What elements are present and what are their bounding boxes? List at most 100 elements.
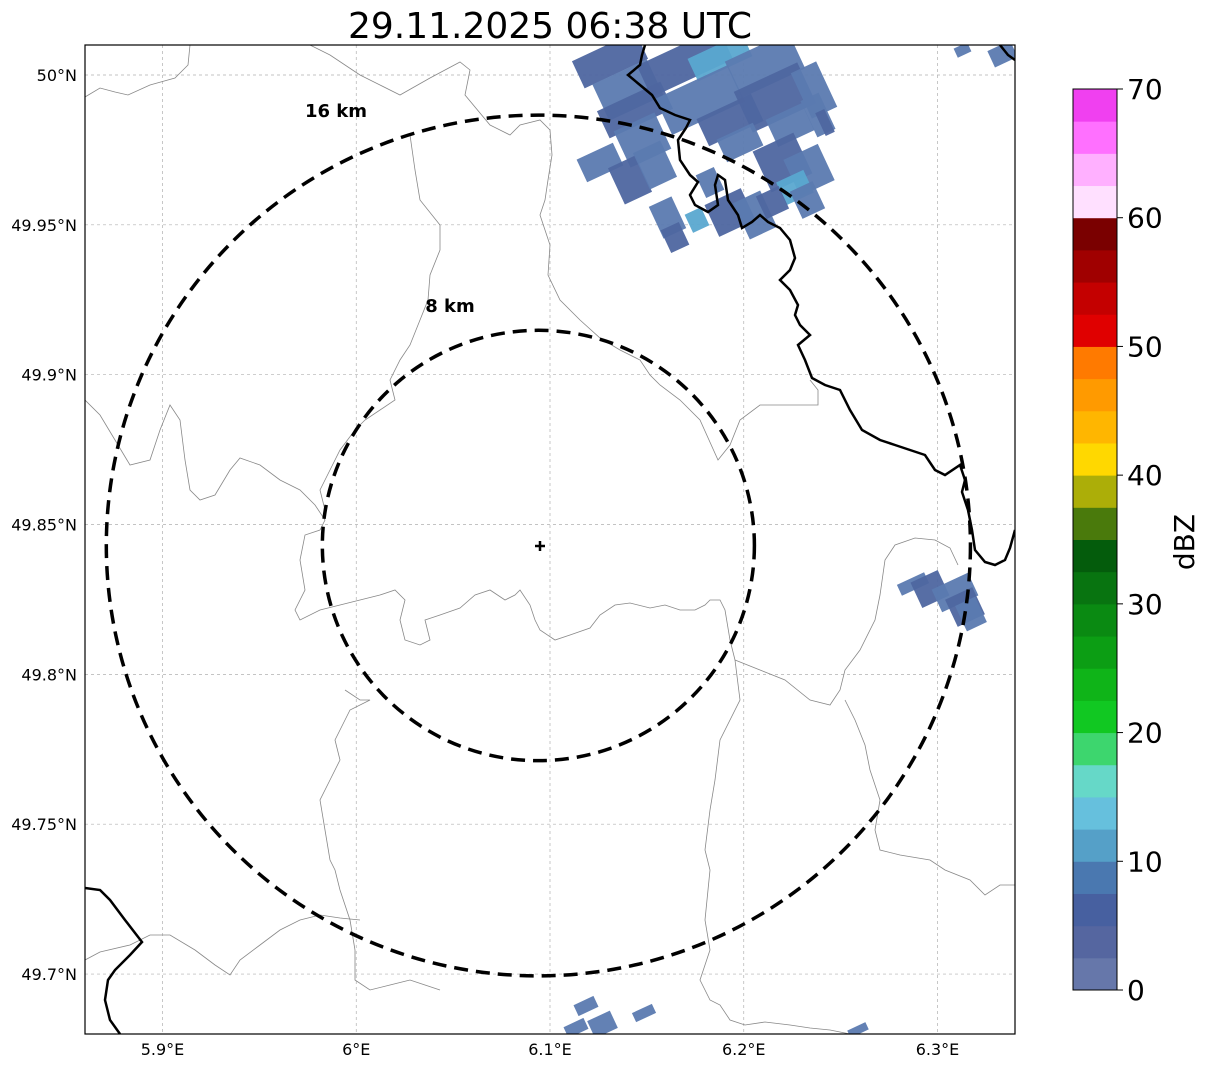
x-tick-label: 6.3°E [916,1040,960,1059]
colorbar-band [1073,732,1117,766]
colorbar-tick-label: 0 [1127,974,1145,1007]
colorbar-band [1073,282,1117,315]
colorbar-band [1073,410,1117,444]
colorbar-band [1073,185,1117,219]
country-border [85,886,144,1034]
radar-echo-cell [953,45,972,58]
colorbar: 0 10 20 30 40 50 60 70 dBZ [1072,73,1201,1007]
radar-echo-cell [755,185,790,220]
colorbar-band [1073,249,1117,283]
colorbar-band [1073,378,1117,412]
radar-echo-cell [587,1010,618,1034]
radar-echo-cell [632,140,678,190]
colorbar-band [1073,925,1117,959]
colorbar-band [1073,764,1117,798]
colorbar-band [1073,153,1117,187]
admin-border [844,699,1015,896]
x-tick-label: 5.9°E [141,1040,185,1059]
colorbar-band [1073,571,1117,605]
y-tick-label: 49.7°N [21,965,77,984]
radar-echo-cell [660,221,690,254]
radar-echo-cell [789,181,826,219]
radar-echo-cell [576,142,624,183]
colorbar-band [1073,539,1117,573]
admin-borders [85,45,1015,1034]
colorbar-band [1073,603,1117,637]
admin-border [734,537,959,706]
range-ring [104,113,973,978]
radar-echo-cell [765,102,815,148]
radar-echo-cell [607,155,653,205]
y-tick-label: 49.85°N [11,516,77,535]
radar-echo-cell [655,64,745,136]
x-tick-label: 6.2°E [722,1040,766,1059]
map-frame [84,44,1016,1035]
admin-border [85,45,191,98]
radar-echo-cell [563,1017,589,1034]
range-ring [320,328,757,763]
country-border [999,45,1015,62]
y-tick-label: 49.95°N [11,216,77,235]
x-tick-label: 6.1°E [528,1040,572,1059]
colorbar-tick-label: 50 [1127,330,1163,363]
admin-border [699,659,851,1034]
colorbar-tick-label: 30 [1127,588,1163,621]
y-tick-label: 49.8°N [21,665,77,684]
admin-border [319,689,441,991]
radar-site-marker [535,541,545,551]
colorbar-tick-label: 60 [1127,202,1163,235]
colorbar-band [1073,829,1117,862]
admin-border [85,399,736,661]
ring-label-16km: 16 km [305,101,367,122]
radar-echo-cell [716,122,764,163]
radar-echo-cell [696,93,764,147]
colorbar-frame [1072,88,1118,991]
radar-echo-cell [732,190,778,240]
ring-label-8km: 8 km [425,296,475,317]
range-rings [104,113,973,978]
radar-echo-cell [684,207,710,233]
radar-echo-cell [571,45,649,89]
admin-border [309,45,819,461]
y-tick-label: 50°N [37,66,77,85]
radar-echo-cell [815,109,835,136]
y-tick-label: 49.9°N [21,366,77,385]
colorbar-band [1073,346,1117,380]
colorbar-band [1073,636,1117,669]
x-axis-ticks: 5.9°E 6°E 6.1°E 6.2°E 6.3°E [141,1040,960,1059]
colorbar-label: dBZ [1168,514,1201,570]
y-tick-label: 49.75°N [11,815,77,834]
admin-border [319,134,441,511]
colorbar-bands [1073,89,1117,991]
colorbar-ticks: 0 10 20 30 40 50 60 70 [1117,73,1163,1007]
colorbar-tick-label: 20 [1127,717,1163,750]
figure-title: 29.11.2025 06:38 UTC [348,6,752,47]
colorbar-band [1073,957,1117,991]
radar-echoes [563,45,1015,1034]
colorbar-band [1073,442,1117,476]
colorbar-band [1073,217,1117,251]
colorbar-band [1073,796,1117,830]
radar-echo-cell [596,81,674,139]
y-axis-ticks: 50°N 49.95°N 49.9°N 49.85°N 49.8°N 49.75°N 49.… [11,66,77,984]
radar-echo-cell [790,61,838,119]
country-border [626,45,1015,567]
radar-echo-cell [931,572,979,613]
colorbar-tick-label: 70 [1127,73,1163,106]
colorbar-tick-label: 40 [1127,459,1163,492]
ring-labels: 16 km 8 km [305,101,475,317]
colorbar-band [1073,475,1117,508]
colorbar-band [1073,507,1117,540]
admin-border [85,914,361,976]
colorbar-band [1073,700,1117,734]
colorbar-band [1073,121,1117,154]
colorbar-tick-label: 10 [1127,845,1163,878]
radar-echo-cell [724,45,806,98]
country-borders [85,45,1015,1034]
radar-echo-cell [631,1003,657,1023]
colorbar-band [1073,861,1117,894]
radar-echo-cell [573,995,599,1017]
radar-echo-cell [987,45,1015,68]
x-tick-label: 6°E [342,1040,370,1059]
